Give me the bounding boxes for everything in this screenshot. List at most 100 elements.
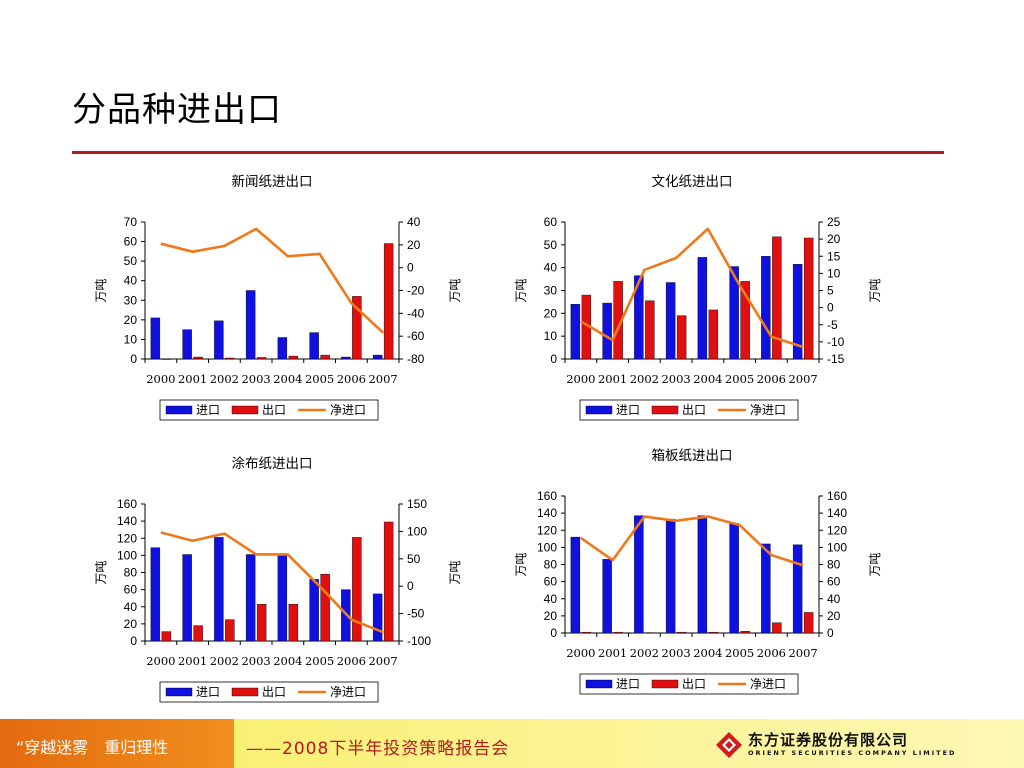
y-tick-label-left: 80 [124, 566, 138, 580]
x-tick-label: 2006 [337, 654, 366, 668]
bar-import [245, 290, 256, 360]
legend-label-export: 出口 [682, 403, 706, 417]
y-tick-label-left: 60 [124, 583, 138, 597]
y-tick-label-right: -50 [407, 607, 425, 621]
chart-newsprint: 新闻纸进出口 0 10 20 30 40 50 60 70 -80 -60 -40 -20 0 20 40 20… [80, 168, 480, 430]
x-tick-label: 2006 [757, 646, 786, 660]
y-tick-label-left: 60 [544, 215, 558, 229]
bar-import [602, 302, 612, 360]
bar-export [352, 537, 362, 642]
chart-coated-paper: 涂布纸进出口 0 20 40 60 80 100 120 140 160 -100 -50 0 50 100… [80, 450, 480, 712]
bar-import [570, 303, 581, 360]
x-tick-label: 2001 [598, 646, 627, 660]
x-tick-label: 2000 [566, 372, 595, 386]
chart-title: 箱板纸进出口 [652, 448, 733, 464]
y-axis-title-left: 万吨 [514, 552, 528, 576]
y-tick-label-left: 160 [117, 497, 137, 511]
legend-label-import: 进口 [616, 677, 640, 691]
bar-import [761, 256, 771, 360]
chart-containerboard-svg: 箱板纸进出口 0 20 40 60 80 100 120 140 160 0 20 40 60 80 100 1… [514, 448, 882, 695]
bar-export [383, 521, 394, 642]
x-tick-label: 2005 [725, 372, 754, 386]
y-tick-label-right: 0 [407, 579, 414, 593]
bar-import [277, 554, 288, 642]
bar-import [602, 559, 612, 634]
line-net-import [160, 531, 384, 634]
y-tick-label-left: 0 [130, 634, 137, 648]
legend-label-export: 出口 [262, 403, 286, 417]
bar-export [645, 300, 655, 360]
line-net-import [580, 227, 804, 349]
legend-swatch-export [231, 687, 259, 697]
x-tick-label: 2001 [178, 372, 207, 386]
y-tick-label-left: 0 [550, 352, 557, 366]
x-tick-label: 2005 [305, 654, 334, 668]
bar-export [193, 625, 203, 642]
y-tick-label-right: 0 [827, 626, 834, 640]
bar-import [150, 317, 161, 360]
y-tick-label-right: 100 [827, 540, 847, 554]
legend-swatch-import [585, 405, 613, 415]
bar-import [182, 329, 192, 360]
y-tick-label-right: 40 [827, 592, 841, 606]
bar-export [772, 622, 782, 634]
y-axis-title-right: 万吨 [448, 278, 462, 302]
x-tick-label: 2003 [241, 654, 270, 668]
line-net-import [160, 227, 385, 334]
bar-export [803, 237, 814, 360]
y-axis-title-left: 万吨 [514, 278, 528, 302]
bar-export [320, 354, 330, 360]
y-tick-label-right: 20 [827, 609, 841, 623]
bar-import [570, 536, 581, 634]
legend-swatch-import [585, 679, 613, 689]
bar-export [676, 315, 687, 360]
legend-swatch-import [165, 405, 193, 415]
x-tick-label: 2001 [178, 654, 207, 668]
x-tick-label: 2004 [693, 372, 722, 386]
x-tick-label: 2000 [146, 372, 175, 386]
y-tick-label-right: 40 [407, 215, 421, 229]
legend-label-export: 出口 [262, 685, 286, 699]
y-tick-label-left: 20 [124, 313, 138, 327]
x-tick-label: 2003 [661, 372, 690, 386]
footer-event-title: ——2008下半年投资策略报告会 [246, 739, 510, 759]
x-tick-label: 2005 [725, 646, 754, 660]
chart-newsprint-svg: 新闻纸进出口 0 10 20 30 40 50 60 70 -80 -60 -40 -20 0 20 40 20… [94, 174, 462, 421]
bar-import [150, 547, 161, 642]
y-tick-label-right: -10 [827, 335, 845, 349]
legend-box [579, 399, 799, 421]
y-tick-label-right: -40 [407, 306, 425, 320]
footer-bar: “穿越迷雾 重归理性 ——2008下半年投资策略报告会 东方证券股份有限公司 O… [0, 719, 1024, 768]
y-tick-label-left: 100 [117, 548, 137, 562]
x-tick-label: 2007 [368, 372, 397, 386]
bar-import [729, 266, 739, 360]
bar-import [697, 515, 708, 634]
chart-coated-paper-svg: 涂布纸进出口 0 20 40 60 80 100 120 140 160 -100 -50 0 50 100… [94, 456, 462, 703]
bar-import [277, 337, 288, 360]
bar-export [288, 355, 299, 360]
bar-export [676, 631, 687, 634]
legend-label-import: 进口 [196, 403, 220, 417]
bar-import [182, 554, 192, 642]
x-tick-label: 2004 [273, 372, 302, 386]
y-tick-label-right: 150 [407, 497, 427, 511]
y-tick-label-right: 10 [827, 266, 841, 280]
legend-swatch-import [165, 687, 193, 697]
bar-export [708, 631, 719, 634]
legend-swatch-export [651, 679, 679, 689]
y-tick-label-right: 80 [827, 558, 841, 572]
legend-label-net-import: 净进口 [750, 403, 786, 417]
chart-containerboard: 箱板纸进出口 0 20 40 60 80 100 120 140 160 0 20 40 60 80 100 1… [500, 442, 900, 704]
x-tick-label: 2007 [368, 654, 397, 668]
bar-export [803, 612, 814, 634]
bar-export [193, 356, 203, 360]
y-tick-label-left: 40 [124, 274, 138, 288]
x-tick-label: 2002 [630, 372, 659, 386]
y-tick-label-left: 80 [544, 558, 558, 572]
y-tick-label-left: 30 [124, 293, 138, 307]
y-tick-label-left: 140 [117, 514, 137, 528]
y-tick-label-right: -15 [827, 352, 845, 366]
x-tick-label: 2004 [273, 654, 302, 668]
y-axis-title-left: 万吨 [94, 278, 108, 302]
bar-import [792, 544, 803, 634]
